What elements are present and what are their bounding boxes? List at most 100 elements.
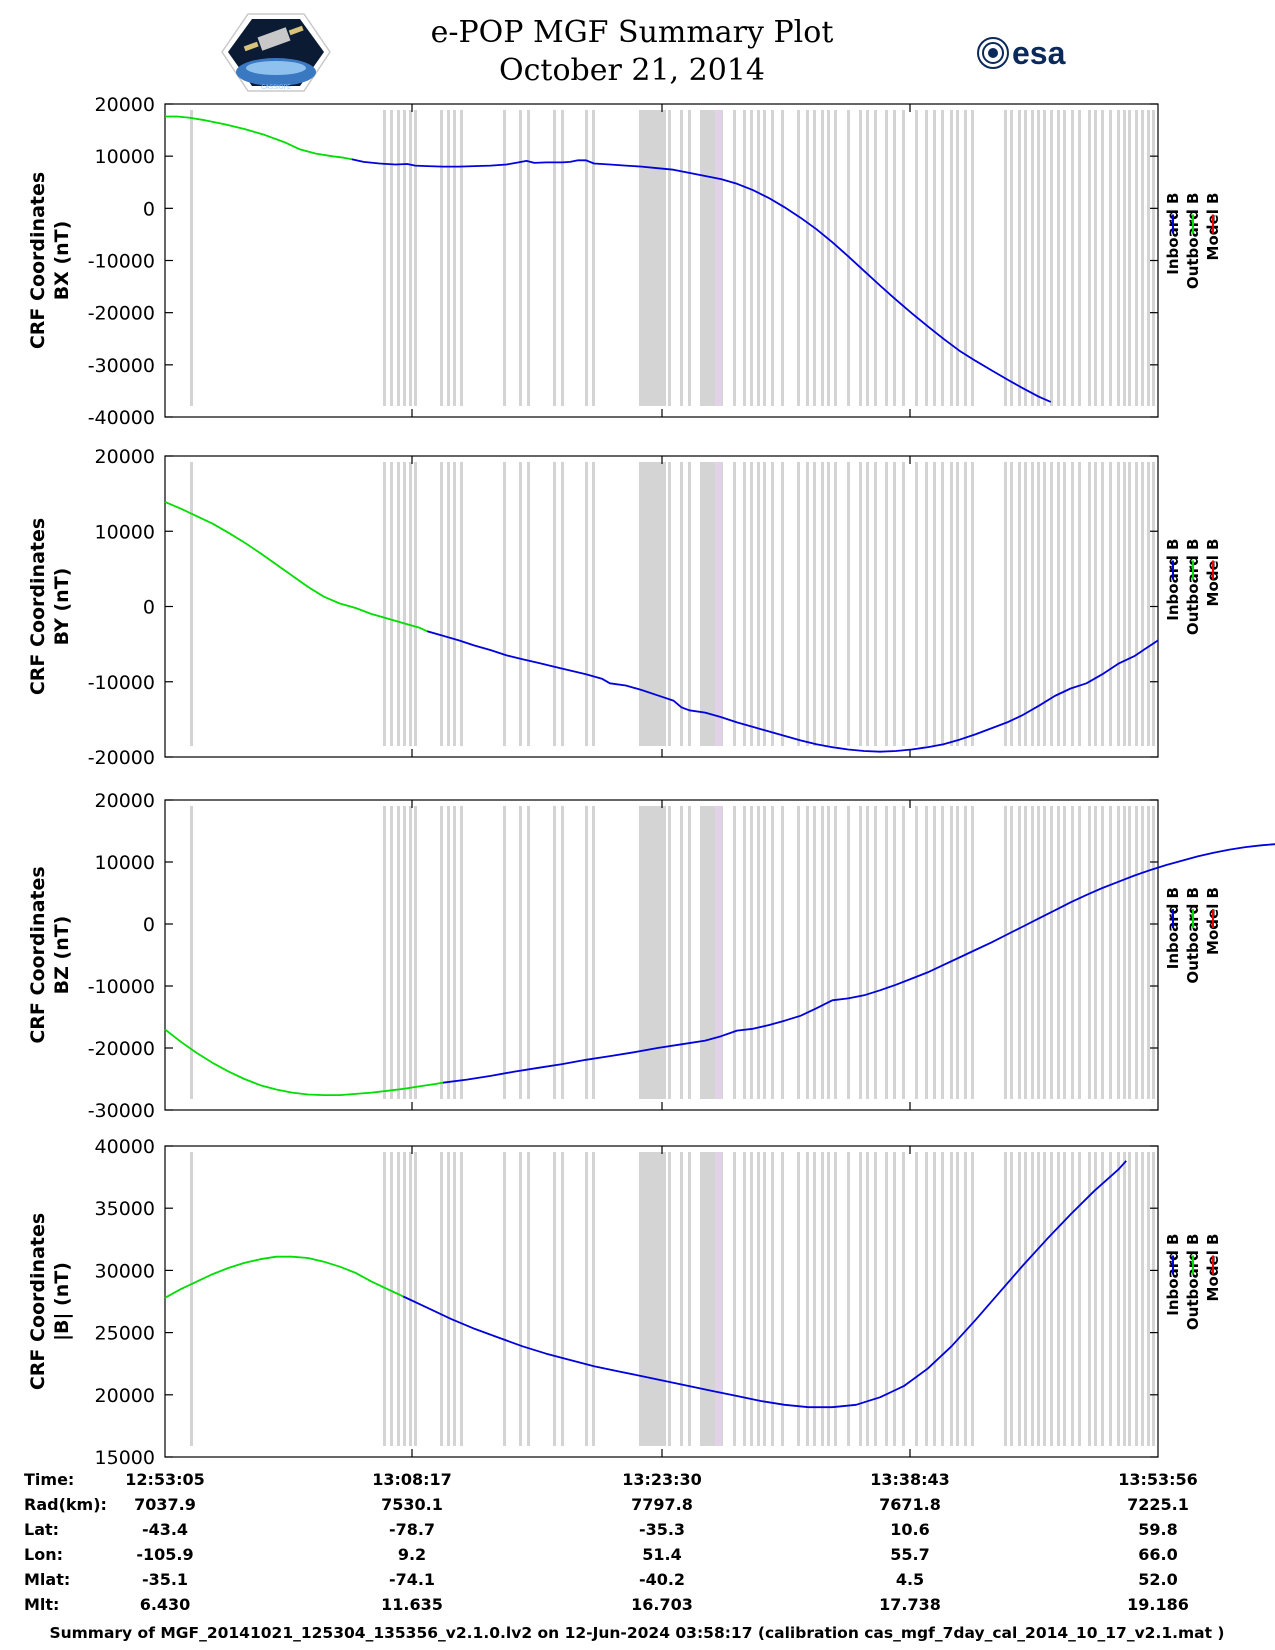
data-gap-bar: [1031, 806, 1034, 1099]
data-gap-bar: [813, 806, 816, 1099]
data-gap-bar: [1078, 462, 1081, 746]
data-gap-bar: [971, 110, 974, 406]
data-gap-bar: [397, 110, 400, 406]
data-gap-bar: [827, 110, 830, 406]
data-gap-bar: [390, 806, 393, 1099]
data-gap-bar: [585, 1152, 588, 1446]
data-gap-bar: [866, 462, 869, 746]
data-gap-bar: [561, 462, 564, 746]
y-tick-label: -20000: [88, 303, 155, 325]
data-gap-bar: [639, 462, 666, 746]
data-gap-bar: [585, 462, 588, 746]
y-tick-label: 25000: [95, 1323, 155, 1345]
data-gap-bar: [806, 806, 809, 1099]
data-gap-bar: [866, 806, 869, 1099]
data-gap-bar: [680, 806, 683, 1099]
data-gap-bar: [1063, 110, 1066, 406]
data-gap-bar: [1018, 110, 1021, 406]
ephemeris-cell: 7037.9: [134, 1495, 196, 1514]
data-gap-bar: [1043, 462, 1046, 746]
data-gap-bar: [941, 806, 944, 1099]
data-gap-bar: [409, 462, 412, 746]
data-gap-bar: [1078, 806, 1081, 1099]
data-gap-bar: [1043, 806, 1046, 1099]
ephemeris-row-label: Rad(km):: [24, 1495, 107, 1514]
data-gap-bar: [1050, 462, 1053, 746]
data-gap-bar: [519, 1152, 522, 1446]
y-tick-label: 0: [143, 914, 155, 936]
ephemeris-cell: 55.7: [890, 1545, 929, 1564]
data-gap-bar: [1050, 806, 1053, 1099]
data-gap-bar: [950, 462, 953, 746]
chart-panel-2: 20000 10000 0 -10000 -20000 CRF Coordinates BY…: [27, 446, 1222, 769]
data-gap-bar: [771, 806, 774, 1099]
data-gap-bar: [771, 462, 774, 746]
data-gap-bar: [834, 1152, 837, 1446]
data-gap-bar: [503, 110, 506, 406]
data-gap-bar: [447, 806, 450, 1099]
ephemeris-cell: 52.0: [1138, 1570, 1177, 1589]
ephemeris-table: Time: Rad(km): 7037.9 7530.1 7797.8 7671.8 722…: [24, 1470, 1189, 1614]
data-gap-bar: [956, 110, 959, 406]
data-gap-bar: [813, 110, 816, 406]
data-gap-bar: [414, 806, 417, 1099]
data-gap-bar: [639, 110, 666, 406]
data-gap-bar: [743, 806, 746, 1099]
data-gap-bar: [834, 110, 837, 406]
data-gap-bar: [592, 462, 595, 746]
data-gap-bar: [1117, 806, 1120, 1099]
ephemeris-row: Lat: -43.4 -78.7 -35.3 10.6 59.8: [24, 1520, 1178, 1539]
y-axis-label-line2: BX (nT): [51, 221, 73, 301]
ephemeris-row-label: Lat:: [24, 1520, 59, 1539]
data-gap-bar: [874, 1152, 877, 1446]
ephemeris-cell: -43.4: [142, 1520, 188, 1539]
data-gap-bar: [797, 806, 800, 1099]
data-gap-bar: [680, 462, 683, 746]
data-gap-bar: [925, 110, 928, 406]
data-gap-bar: [1043, 1152, 1046, 1446]
data-gap-bar: [390, 110, 393, 406]
data-gap-bar: [750, 1152, 753, 1446]
data-gap-bar: [941, 462, 944, 746]
data-gap-bar: [1063, 806, 1066, 1099]
ephemeris-row: Rad(km): 7037.9 7530.1 7797.8 7671.8 7225.1: [24, 1495, 1189, 1514]
y-tick-label: 20000: [95, 94, 155, 116]
esa-logo-text: esa: [1012, 35, 1066, 71]
data-gap-bar: [1101, 462, 1104, 746]
chart-panel-3: 20000 10000 0 -10000 -20000 -30000 CRF Coordin…: [27, 790, 1275, 1122]
data-gap-bar: [821, 806, 824, 1099]
data-gap-bar: [1024, 110, 1027, 406]
y-axis-label-line1: CRF Coordinates: [27, 172, 49, 349]
data-gap-bar: [397, 462, 400, 746]
data-gap-bar: [750, 806, 753, 1099]
data-gap-bar: [1024, 462, 1027, 746]
y-tick-label: -20000: [88, 747, 155, 769]
data-gap-bar: [941, 110, 944, 406]
data-gap-bar: [1147, 806, 1150, 1099]
data-gap-bar: [409, 110, 412, 406]
data-gap-bar: [1078, 110, 1081, 406]
y-axis-label-line2: |B| (nT): [51, 1262, 73, 1341]
data-gap-bar: [519, 462, 522, 746]
data-gap-bar: [190, 110, 193, 406]
y-tick-label: 0: [143, 198, 155, 220]
data-gap-bar: [1037, 462, 1040, 746]
data-gap-bar: [885, 1152, 888, 1446]
data-gap-bar: [561, 806, 564, 1099]
legend: Inboard B Outboard B Model B: [1164, 1234, 1222, 1331]
data-gap-bar: [668, 110, 671, 406]
data-gap-bar: [453, 1152, 456, 1446]
ephemeris-row-label: Time:: [24, 1470, 74, 1489]
data-gap-bar: [1010, 806, 1013, 1099]
data-gap-bar: [885, 110, 888, 406]
ephemeris-row: Lon: -105.9 9.2 51.4 55.7 66.0: [24, 1545, 1178, 1564]
data-gap-bar: [1031, 462, 1034, 746]
legend-label-outboard: Outboard B: [1184, 539, 1202, 636]
data-gap-bar: [1141, 806, 1144, 1099]
data-gap-bar: [1024, 806, 1027, 1099]
data-gap-bar: [893, 462, 896, 746]
data-gap-bar: [1141, 110, 1144, 406]
data-gap-bar: [933, 110, 936, 406]
data-gap-bar: [460, 110, 463, 406]
data-gap-bar: [190, 1152, 193, 1446]
